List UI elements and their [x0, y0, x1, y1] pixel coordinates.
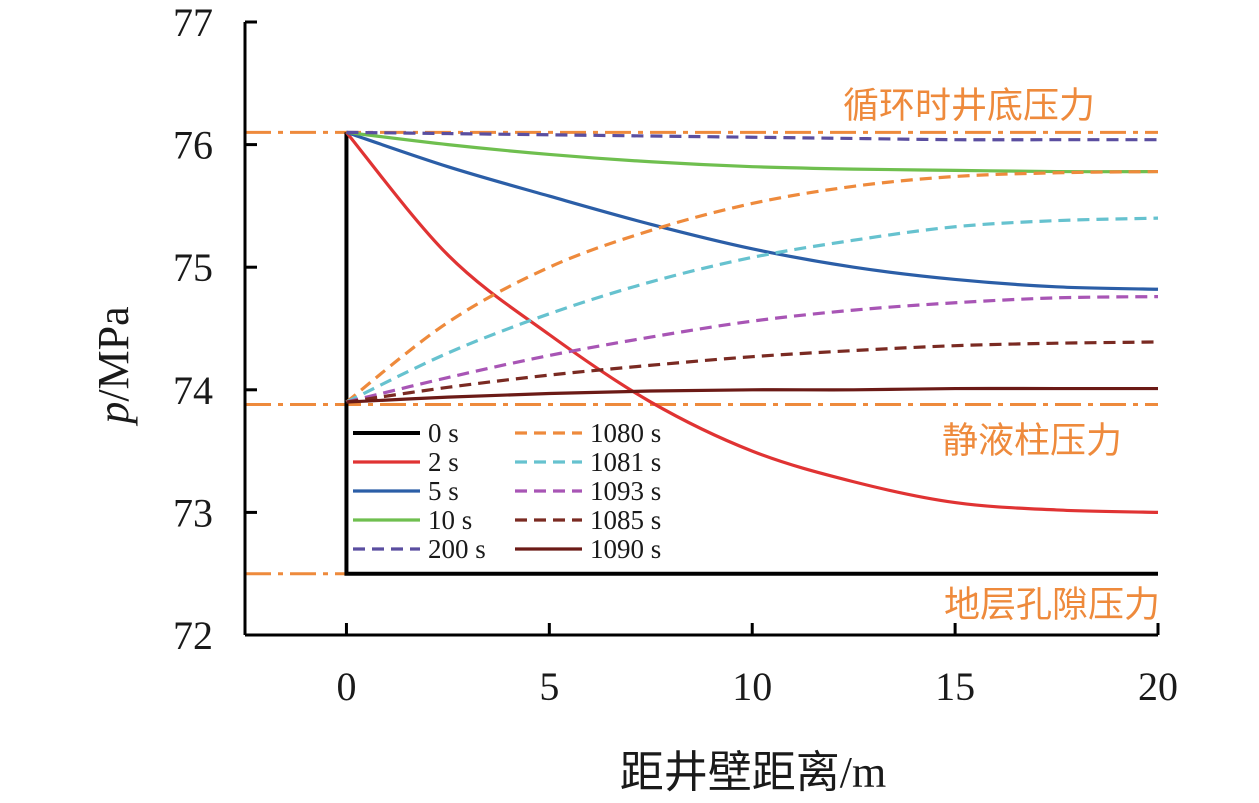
y-tick-label: 76 — [173, 123, 213, 168]
series-line — [346, 295, 1159, 404]
legend-label: 1081 s — [590, 447, 661, 477]
series-line — [346, 386, 1158, 404]
x-tick-label: 5 — [539, 664, 559, 709]
x-tick-label: 0 — [336, 664, 356, 709]
legend-label: 1093 s — [590, 476, 661, 506]
y-tick-label: 75 — [173, 245, 213, 290]
legend-label: 0 s — [428, 418, 459, 448]
y-tick-label: 77 — [173, 0, 213, 45]
reference-label: 静液柱压力 — [942, 421, 1122, 462]
x-axis-title: 距井壁距离/m — [620, 748, 886, 797]
x-tick-label: 15 — [935, 664, 975, 709]
series-line — [346, 340, 1159, 404]
legend-label: 1085 s — [590, 505, 661, 535]
reference-label: 地层孔隙压力 — [944, 585, 1160, 626]
x-tick-label: 20 — [1138, 664, 1178, 709]
legend-label: 1090 s — [590, 534, 661, 564]
legend-label: 5 s — [428, 476, 459, 506]
series-line — [345, 169, 1159, 404]
y-axis-title-variable: p — [89, 402, 138, 427]
legend-label: 1080 s — [590, 418, 661, 448]
series-line — [346, 130, 1159, 142]
axes: 72 73 74 75 76 77 0 5 10 15 20 — [173, 0, 1178, 709]
y-tick-label: 74 — [173, 368, 213, 413]
series-line — [346, 130, 1159, 174]
y-axis-title-unit: /MPa — [89, 306, 138, 401]
y-axis-title: p/MPa — [89, 306, 138, 426]
y-tick-label: 73 — [173, 490, 213, 535]
x-tick-label: 10 — [732, 664, 772, 709]
series-line — [345, 216, 1159, 404]
legend-label: 2 s — [428, 447, 459, 477]
series-line — [345, 130, 1159, 291]
series-line — [344, 132, 1158, 576]
series-line — [345, 131, 1159, 514]
reference-label: 循环时井底压力 — [843, 85, 1095, 126]
y-tick-label: 72 — [173, 613, 213, 658]
series-lines — [344, 130, 1159, 576]
legend-label: 200 s — [428, 534, 486, 564]
axis-titles: 距井壁距离/m p/MPa — [89, 306, 886, 797]
legend-label: 10 s — [428, 505, 472, 535]
